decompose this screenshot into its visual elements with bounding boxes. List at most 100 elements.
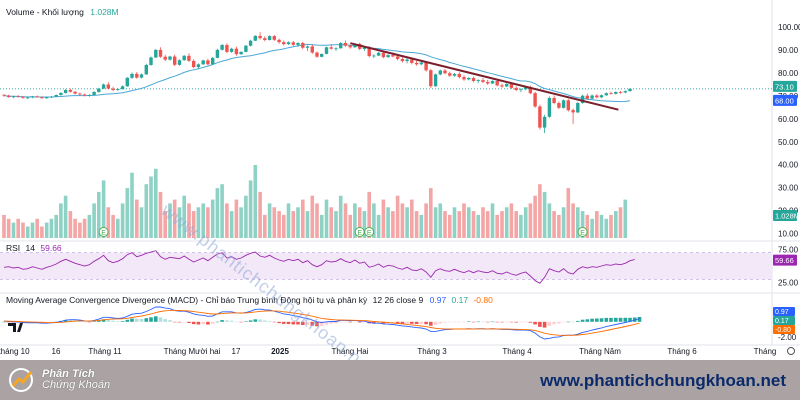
- volume-bar: [125, 188, 130, 238]
- volume-bar: [210, 199, 215, 238]
- candle-body: [125, 77, 129, 87]
- volume-bar: [191, 211, 196, 238]
- volume-bar: [538, 184, 542, 238]
- price-tick-label: 100.00: [778, 23, 800, 32]
- macd-histogram-bar: [514, 321, 518, 323]
- candle-body: [220, 45, 224, 50]
- macd-histogram-bar: [599, 318, 604, 322]
- candle-body: [45, 97, 49, 99]
- macd-value: 0.97: [430, 295, 447, 305]
- candle-body: [324, 47, 329, 54]
- rsi-tag: 59.66: [775, 256, 794, 265]
- candle-body: [538, 106, 542, 128]
- volume-bar: [580, 211, 585, 238]
- macd-tag-bg: [773, 316, 795, 325]
- candle-body: [542, 116, 547, 128]
- brand-logo[interactable]: Phân Tích Chứng Khoán: [8, 363, 110, 397]
- macd-histogram-bar: [172, 321, 177, 323]
- candle-body: [424, 62, 428, 71]
- settings-icon[interactable]: [787, 347, 795, 355]
- earnings-marker-label: E: [580, 230, 585, 237]
- macd-histogram-bar: [272, 321, 277, 323]
- candles: [2, 32, 632, 133]
- macd-histogram-bar: [44, 321, 49, 323]
- macd-histogram-bar: [97, 320, 101, 322]
- macd-histogram-bar: [405, 321, 409, 324]
- volume-bar: [324, 199, 329, 238]
- candle-body: [566, 100, 570, 111]
- candle-body: [192, 60, 196, 68]
- trendline-segment: [350, 42, 619, 111]
- macd-histogram-bar: [111, 320, 115, 322]
- macd-histogram-bar: [220, 320, 224, 322]
- volume-bar: [286, 203, 291, 238]
- volume-bar: [206, 207, 210, 238]
- candle-body: [505, 84, 509, 87]
- volume-bar: [433, 207, 438, 238]
- volume-bar: [315, 203, 319, 238]
- volume-bar: [448, 214, 452, 238]
- candle-body: [495, 81, 499, 86]
- macd-histogram-bar: [485, 321, 490, 323]
- macd-histogram-bar: [6, 321, 11, 323]
- volume-bar: [59, 203, 63, 238]
- macd-histogram-bar: [78, 321, 82, 322]
- volume-bar: [305, 211, 310, 238]
- volume-bar: [73, 218, 77, 238]
- macd-histogram-bar: [101, 319, 106, 322]
- rsi-panel: 75.00 25.00 59.66: [0, 245, 799, 288]
- macd-histogram-bar: [623, 317, 628, 322]
- earnings-marker-label: E: [367, 230, 372, 237]
- earnings-marker-label: E: [101, 230, 106, 237]
- macd-histogram-bar: [106, 319, 111, 322]
- candle-body: [490, 81, 495, 84]
- volume-bar: [291, 211, 296, 238]
- volume-bar: [452, 207, 457, 238]
- ma-tag-bg: [773, 94, 797, 106]
- price-tick-label: 50.00: [778, 138, 799, 147]
- volume-bar: [414, 211, 419, 238]
- volume-bar: [400, 203, 405, 238]
- earnings-marker: [98, 227, 109, 237]
- candle-body: [258, 35, 262, 39]
- macd-histogram-bar: [424, 321, 428, 325]
- macd-histogram-bar: [286, 321, 291, 325]
- macd-histogram-bar: [448, 321, 452, 323]
- volume-bar: [2, 214, 6, 238]
- volume-bars: [2, 165, 628, 238]
- candle-body: [524, 87, 528, 90]
- volume-bar: [116, 218, 120, 238]
- macd-histogram-bar: [357, 321, 362, 323]
- macd-histogram-bar: [149, 317, 153, 322]
- candle-body: [481, 80, 485, 82]
- candle-body: [315, 52, 319, 57]
- candle-body: [519, 89, 523, 91]
- macd-histogram-bar: [500, 321, 504, 323]
- volume-tag: 1.028M: [775, 212, 800, 221]
- candle-body: [244, 45, 248, 52]
- macd-histogram-bar: [362, 321, 367, 323]
- volume-bar: [552, 211, 556, 238]
- volume-bar: [258, 191, 262, 238]
- macd-line: [3, 306, 640, 340]
- time-tick-label: Tháng Năm: [579, 347, 621, 356]
- candle-body: [618, 92, 623, 93]
- volume-value: 1.028M: [90, 7, 118, 17]
- website-link[interactable]: www.phantichchungkhoan.net: [540, 371, 786, 390]
- macd-histogram-bar: [324, 321, 329, 325]
- macd-histogram-bar: [395, 321, 400, 324]
- volume-bar: [154, 168, 158, 238]
- earnings-marker: [577, 227, 588, 237]
- volume-bar: [576, 207, 580, 238]
- candle-body: [452, 73, 457, 76]
- volume-bar: [248, 180, 253, 238]
- candle-body: [286, 42, 291, 45]
- macd-histogram-bar: [234, 321, 239, 323]
- volume-bar: [111, 214, 115, 238]
- volume-bar: [618, 207, 623, 238]
- macd-histogram-bar: [429, 321, 433, 326]
- volume-bar: [25, 226, 30, 238]
- candle-body: [595, 95, 599, 98]
- volume-bar: [614, 211, 618, 238]
- brand-name: Phân Tích Chứng Khoán: [42, 368, 111, 391]
